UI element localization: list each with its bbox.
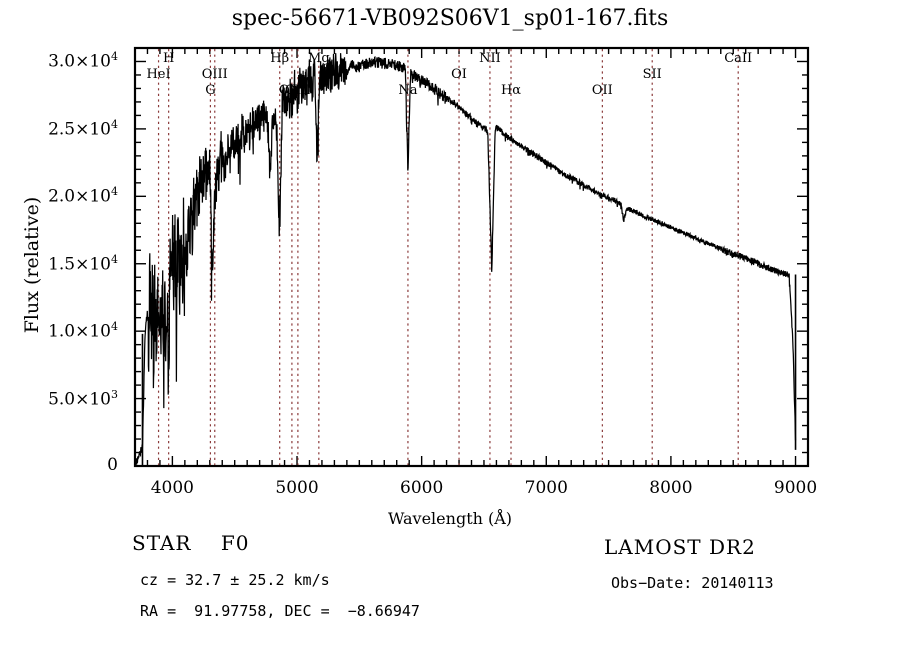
line-marker-label: H xyxy=(162,51,175,66)
x-axis-title: Wavelength (Å) xyxy=(387,509,513,528)
line-marker-label: CaII xyxy=(724,51,753,66)
footer-survey: LAMOST DR2 xyxy=(604,535,756,559)
line-marker-label: OIII xyxy=(284,83,311,98)
line-marker-label: Hα xyxy=(500,83,522,98)
y-tick-label: 2.0×104 xyxy=(48,185,118,207)
x-tick-label: 8000 xyxy=(649,478,693,498)
x-tick-label: 9000 xyxy=(773,478,818,498)
x-tick-label: 7000 xyxy=(524,478,568,498)
x-tick-label: 5000 xyxy=(275,478,319,498)
footer-coords: RA = 91.97758, DEC = −8.66947 xyxy=(140,602,420,620)
footer-cz: cz = 32.7 ± 25.2 km/s xyxy=(140,571,330,589)
x-tick-label: 6000 xyxy=(400,478,444,498)
line-marker-label: OIII xyxy=(278,83,305,98)
y-tick-label: 0 xyxy=(107,455,118,475)
y-tick-label: 1.5×104 xyxy=(48,252,118,275)
line-marker-label: OI xyxy=(451,67,467,82)
line-marker-label: G xyxy=(205,83,216,98)
y-tick-label: 5.0×103 xyxy=(48,387,118,410)
line-marker-label: HeI xyxy=(146,67,171,82)
y-axis-title: Flux (relative) xyxy=(21,196,43,334)
line-marker-label: OIII xyxy=(201,67,228,82)
line-marker-label: OII xyxy=(591,83,613,98)
page-title: spec-56671-VB092S06V1_sp01-167.fits xyxy=(231,6,669,31)
x-tick-label: 4000 xyxy=(150,478,194,498)
y-tick-label: 1.0×104 xyxy=(48,320,118,342)
line-marker-label: SII xyxy=(642,67,662,82)
line-marker-label: Mg xyxy=(308,51,330,66)
footer-object-type: STAR F0 xyxy=(132,531,250,555)
line-marker-label: NII xyxy=(479,51,501,66)
y-tick-label: 2.5×104 xyxy=(48,117,118,140)
line-marker-label: Na xyxy=(398,83,418,98)
footer-obs-date: Obs−Date: 20140113 xyxy=(611,574,774,592)
line-marker-label: Hβ xyxy=(270,51,290,66)
y-tick-label: 3.0×104 xyxy=(48,50,118,73)
